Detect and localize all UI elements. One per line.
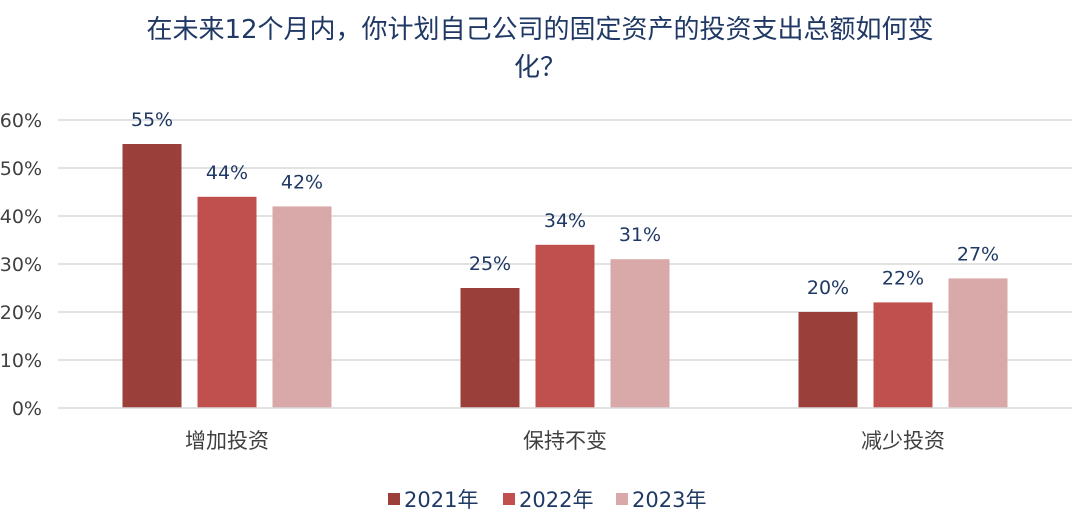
category-label: 减少投资 — [861, 429, 945, 453]
y-axis-tick-labels: 0% 10% 20% 30% 40% 50% 60% — [0, 110, 42, 420]
bar — [535, 244, 595, 408]
bar — [272, 206, 332, 408]
bar — [798, 312, 858, 408]
data-labels: 55% 44% 42% 25% 34% 31% 20% 22% 27% — [131, 109, 999, 299]
legend-label: 2021年 — [404, 488, 478, 512]
y-tick-label: 0% — [12, 398, 42, 420]
legend-swatch — [616, 493, 628, 505]
y-tick-label: 10% — [0, 350, 42, 372]
chart-title-line-1: 在未来12个月内，你计划自己公司的固定资产的投资支出总额如何变 — [146, 15, 933, 45]
data-label: 55% — [131, 109, 173, 131]
data-label: 27% — [957, 243, 999, 265]
bar — [460, 288, 520, 408]
bar — [197, 196, 257, 408]
chart-title-line-2: 化？ — [514, 53, 566, 83]
data-label: 31% — [619, 224, 661, 246]
legend-swatch — [503, 493, 515, 505]
legend: 2021年 2022年 2023年 — [388, 488, 706, 512]
data-label: 34% — [544, 210, 586, 232]
bars — [122, 144, 1008, 408]
data-label: 20% — [807, 277, 849, 299]
y-tick-label: 50% — [0, 158, 42, 180]
category-labels: 增加投资 保持不变 减少投资 — [185, 429, 945, 453]
bar — [948, 278, 1008, 408]
data-label: 22% — [882, 267, 924, 289]
data-label: 42% — [281, 171, 323, 193]
bar — [873, 302, 933, 408]
category-label: 保持不变 — [523, 429, 607, 453]
y-tick-label: 60% — [0, 110, 42, 132]
y-tick-label: 40% — [0, 206, 42, 228]
data-label: 25% — [469, 253, 511, 275]
y-tick-label: 20% — [0, 302, 42, 324]
legend-label: 2022年 — [519, 488, 593, 512]
bar — [122, 144, 182, 408]
y-tick-label: 30% — [0, 254, 42, 276]
data-label: 44% — [206, 162, 248, 184]
bar — [610, 259, 670, 408]
category-label: 增加投资 — [185, 429, 269, 453]
legend-label: 2023年 — [632, 488, 706, 512]
legend-swatch — [388, 493, 400, 505]
